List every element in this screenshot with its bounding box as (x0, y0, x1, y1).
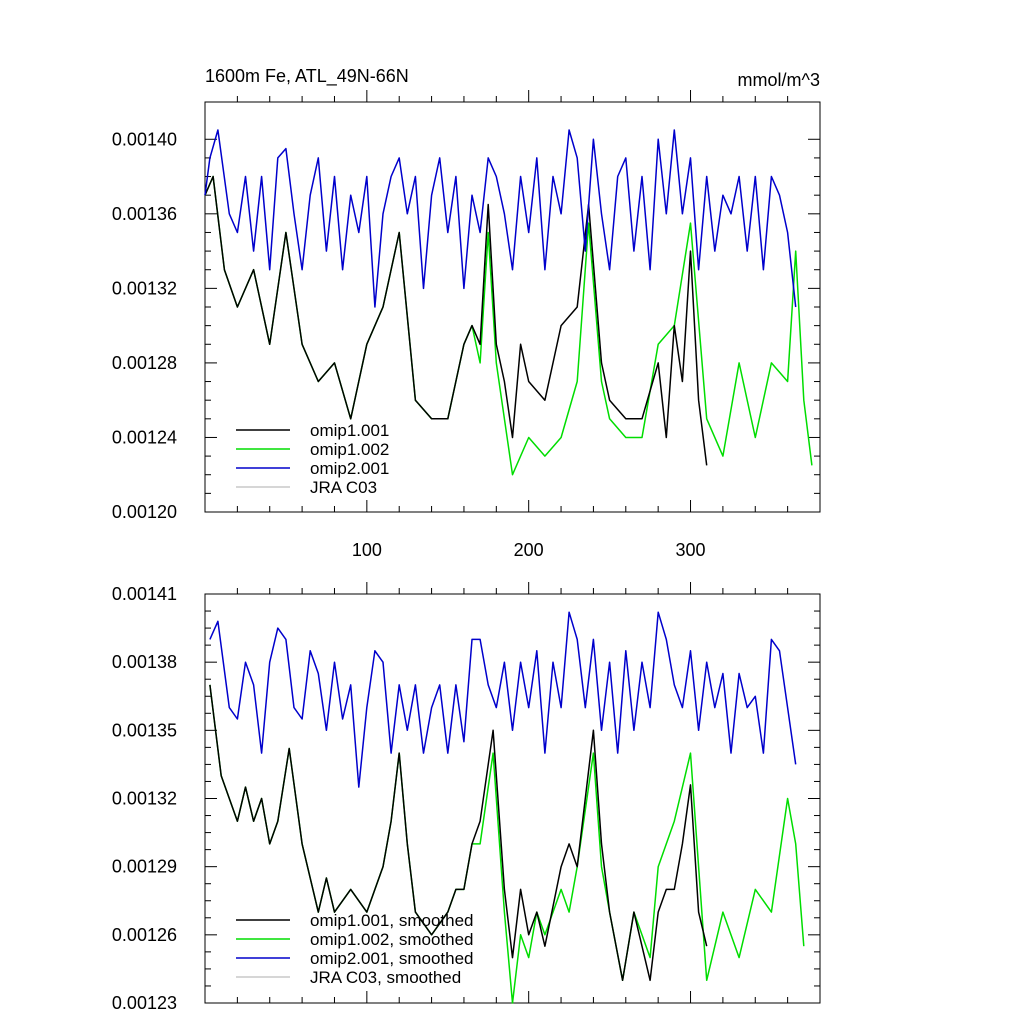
panel2-plot-frame (204, 593, 821, 1004)
panel2-y-tick-label: 0.00126 (112, 925, 177, 945)
panel2-y-tick-label: 0.00138 (112, 652, 177, 672)
panel1-title: 1600m Fe, ATL_49N-66N (205, 66, 409, 87)
panel1-y-tick-label: 0.00128 (112, 353, 177, 373)
panel1-units: mmol/m^3 (738, 70, 820, 90)
panel2-y-tick-label: 0.00132 (112, 789, 177, 809)
panel2-y-tick-label: 0.00123 (112, 993, 177, 1013)
panel2-y-tick-label: 0.00141 (112, 584, 177, 604)
panel1-y-tick-label: 0.00132 (112, 278, 177, 298)
panel1-series-line-omip1-001 (204, 175, 708, 466)
panel2-legend-label-omip2-001-smoothed: omip2.001, smoothed (310, 949, 474, 968)
panel1-y-tick-label: 0.00140 (112, 129, 177, 149)
panel2-legend-label-omip1-001-smoothed: omip1.001, smoothed (310, 911, 474, 930)
panel1-legend-label-omip1-001: omip1.001 (310, 421, 389, 440)
panel1-x-tick-label: 100 (352, 540, 382, 560)
panel1-y-tick-label: 0.00120 (112, 502, 177, 522)
panel1-legend-label-jra-c03: JRA C03 (310, 478, 377, 497)
panel1-x-tick-label: 200 (514, 540, 544, 560)
panel1-y-tick-label: 0.00136 (112, 204, 177, 224)
panel2-y-tick-label: 0.00135 (112, 720, 177, 740)
panel1-legend-label-omip2-001: omip2.001 (310, 459, 389, 478)
panel2-series-line-omip1-001-smoothed (209, 684, 708, 982)
panel1-y-tick-label: 0.00124 (112, 427, 177, 447)
panel2-legend-label-jra-c03-smoothed: JRA C03, smoothed (310, 968, 461, 987)
panel2-series-line-omip1-002-smoothed (209, 684, 805, 1004)
panel1-series-line-omip2-001 (204, 129, 797, 308)
panel1-series-line-omip1-002 (204, 175, 813, 476)
panel2-y-tick-label: 0.00129 (112, 857, 177, 877)
panel1-x-tick-label: 300 (676, 540, 706, 560)
panel2-series-line-omip2-001-smoothed (209, 611, 797, 788)
panel1-legend-label-omip1-002: omip1.002 (310, 440, 389, 459)
panel2-legend-label-omip1-002-smoothed: omip1.002, smoothed (310, 930, 474, 949)
